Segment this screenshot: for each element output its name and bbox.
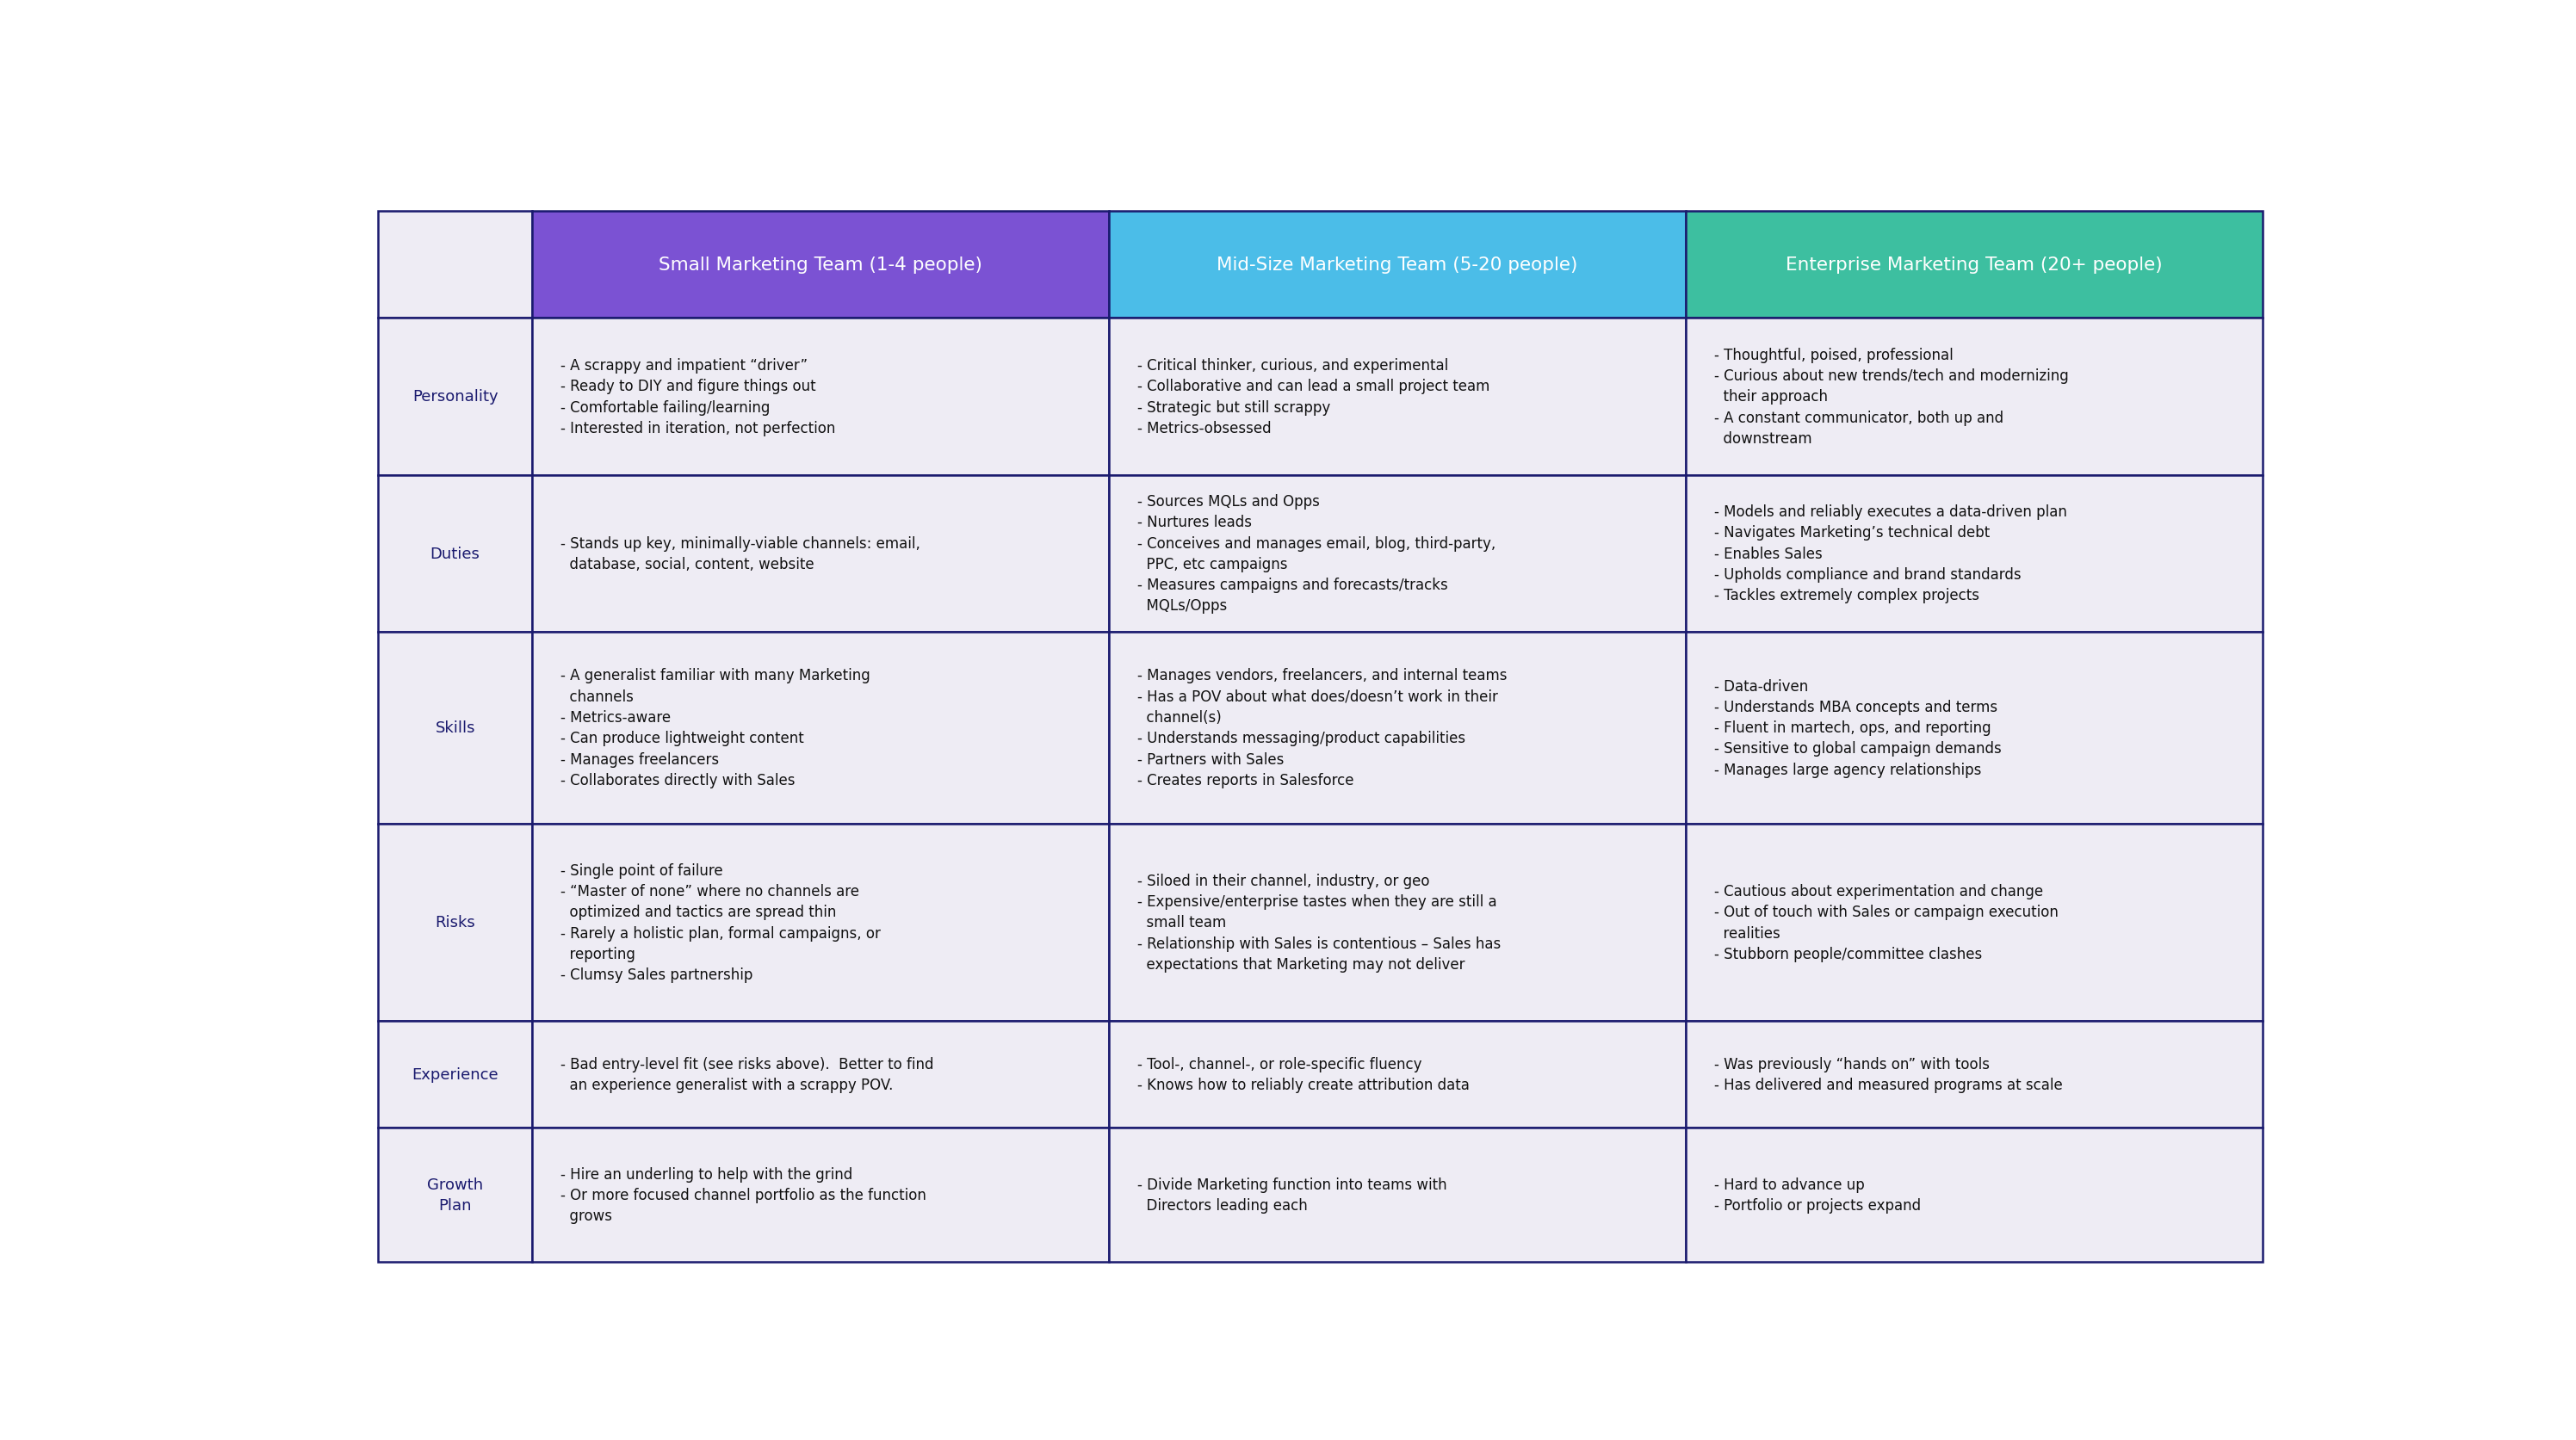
- Text: - A generalist familiar with many Marketing
  channels
- Metrics-aware
- Can pro: - A generalist familiar with many Market…: [562, 668, 871, 788]
- FancyBboxPatch shape: [1110, 212, 1685, 318]
- FancyBboxPatch shape: [1685, 1128, 2262, 1261]
- FancyBboxPatch shape: [379, 475, 533, 632]
- Text: - Single point of failure
- “Master of none” where no channels are
  optimized a: - Single point of failure - “Master of n…: [562, 863, 881, 982]
- FancyBboxPatch shape: [379, 1128, 533, 1261]
- FancyBboxPatch shape: [379, 824, 533, 1021]
- Text: Personality: Personality: [412, 389, 497, 405]
- Text: Mid-Size Marketing Team (5-20 people): Mid-Size Marketing Team (5-20 people): [1216, 256, 1579, 274]
- FancyBboxPatch shape: [533, 212, 1110, 318]
- Text: - Critical thinker, curious, and experimental
- Collaborative and can lead a sma: - Critical thinker, curious, and experim…: [1136, 357, 1489, 436]
- FancyBboxPatch shape: [533, 824, 1110, 1021]
- Text: - Was previously “hands on” with tools
- Has delivered and measured programs at : - Was previously “hands on” with tools -…: [1713, 1057, 2063, 1093]
- FancyBboxPatch shape: [1685, 632, 2262, 824]
- Text: - Bad entry-level fit (see risks above).  Better to find
  an experience general: - Bad entry-level fit (see risks above).…: [562, 1057, 933, 1093]
- Text: Skills: Skills: [435, 720, 474, 736]
- FancyBboxPatch shape: [1685, 475, 2262, 632]
- Text: Enterprise Marketing Team (20+ people): Enterprise Marketing Team (20+ people): [1785, 256, 2161, 274]
- Text: - Hard to advance up
- Portfolio or projects expand: - Hard to advance up - Portfolio or proj…: [1713, 1176, 1922, 1212]
- FancyBboxPatch shape: [533, 1021, 1110, 1128]
- FancyBboxPatch shape: [533, 318, 1110, 475]
- Text: Risks: Risks: [435, 914, 477, 930]
- Text: - Hire an underling to help with the grind
- Or more focused channel portfolio a: - Hire an underling to help with the gri…: [562, 1166, 927, 1224]
- FancyBboxPatch shape: [1685, 824, 2262, 1021]
- FancyBboxPatch shape: [533, 1128, 1110, 1261]
- Text: - Sources MQLs and Opps
- Nurtures leads
- Conceives and manages email, blog, th: - Sources MQLs and Opps - Nurtures leads…: [1136, 494, 1497, 613]
- Text: - Thoughtful, poised, professional
- Curious about new trends/tech and modernizi: - Thoughtful, poised, professional - Cur…: [1713, 347, 2069, 446]
- FancyBboxPatch shape: [1110, 632, 1685, 824]
- Text: Growth
Plan: Growth Plan: [428, 1176, 484, 1212]
- Text: - A scrappy and impatient “driver”
- Ready to DIY and figure things out
- Comfor: - A scrappy and impatient “driver” - Rea…: [562, 357, 835, 436]
- FancyBboxPatch shape: [379, 318, 533, 475]
- Text: - Divide Marketing function into teams with
  Directors leading each: - Divide Marketing function into teams w…: [1136, 1176, 1448, 1212]
- Text: Experience: Experience: [412, 1067, 500, 1083]
- FancyBboxPatch shape: [533, 475, 1110, 632]
- FancyBboxPatch shape: [1110, 1021, 1685, 1128]
- FancyBboxPatch shape: [379, 632, 533, 824]
- Text: - Models and reliably executes a data-driven plan
- Navigates Marketing’s techni: - Models and reliably executes a data-dr…: [1713, 504, 2066, 603]
- Text: - Tool-, channel-, or role-specific fluency
- Knows how to reliably create attri: - Tool-, channel-, or role-specific flue…: [1136, 1057, 1468, 1093]
- Text: - Data-driven
- Understands MBA concepts and terms
- Fluent in martech, ops, and: - Data-driven - Understands MBA concepts…: [1713, 678, 2002, 778]
- Text: Small Marketing Team (1-4 people): Small Marketing Team (1-4 people): [659, 256, 981, 274]
- FancyBboxPatch shape: [1110, 318, 1685, 475]
- Text: - Cautious about experimentation and change
- Out of touch with Sales or campaig: - Cautious about experimentation and cha…: [1713, 883, 2058, 962]
- FancyBboxPatch shape: [1685, 212, 2262, 318]
- Text: - Stands up key, minimally-viable channels: email,
  database, social, content, : - Stands up key, minimally-viable channe…: [562, 536, 920, 572]
- FancyBboxPatch shape: [379, 1021, 533, 1128]
- FancyBboxPatch shape: [533, 632, 1110, 824]
- FancyBboxPatch shape: [1110, 475, 1685, 632]
- Text: - Manages vendors, freelancers, and internal teams
- Has a POV about what does/d: - Manages vendors, freelancers, and inte…: [1136, 668, 1507, 788]
- FancyBboxPatch shape: [1110, 824, 1685, 1021]
- FancyBboxPatch shape: [1110, 1128, 1685, 1261]
- FancyBboxPatch shape: [1685, 1021, 2262, 1128]
- FancyBboxPatch shape: [379, 212, 533, 318]
- FancyBboxPatch shape: [1685, 318, 2262, 475]
- Text: Duties: Duties: [430, 546, 479, 562]
- Text: - Siloed in their channel, industry, or geo
- Expensive/enterprise tastes when t: - Siloed in their channel, industry, or …: [1136, 873, 1502, 972]
